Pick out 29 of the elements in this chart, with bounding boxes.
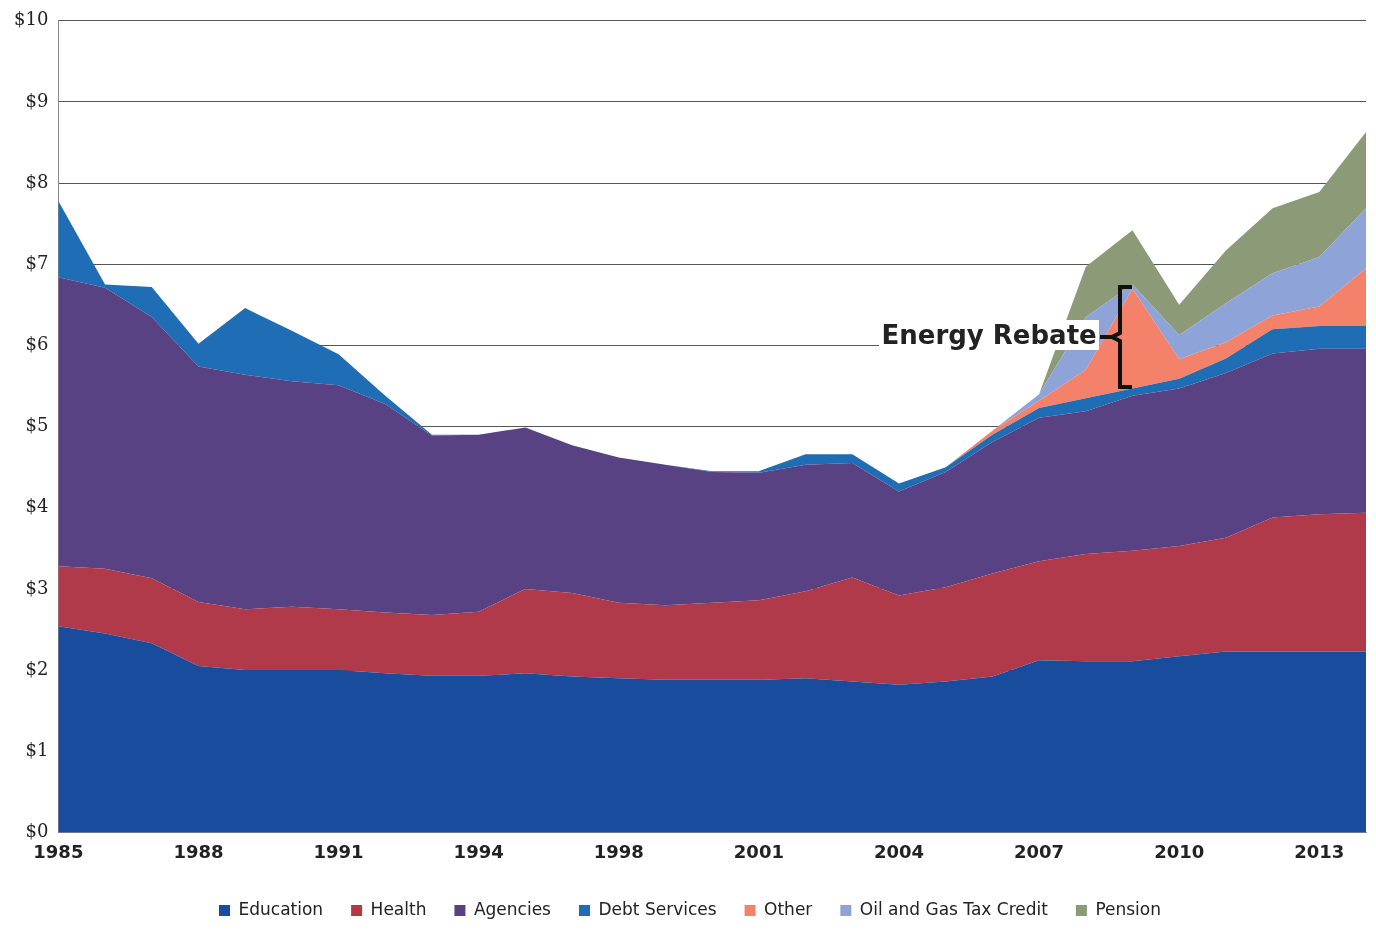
annotation: Energy Rebate [879,320,1099,351]
legend-label: Health [370,898,427,919]
x-tick-label: 2007 [1014,840,1065,862]
y-tick-label: $10 [14,8,49,30]
x-tick-label: 1998 [593,840,644,862]
y-tick-label: $3 [25,576,49,598]
legend-label: Other [764,898,813,919]
x-tick-label: 2004 [873,840,925,862]
x-tick-label: 2010 [1154,840,1205,862]
y-tick-label: $1 [25,738,49,760]
legend-label: Oil and Gas Tax Credit [859,898,1049,919]
x-tick-label: 1991 [313,840,364,862]
y-tick-label: $7 [25,251,49,273]
x-tick-label: 1988 [173,840,224,862]
y-tick-label: $0 [25,820,49,842]
legend-label: Agencies [473,898,552,919]
x-tick-label: 2013 [1294,840,1345,862]
y-tick-label: $8 [25,170,49,192]
legend-label: Education [238,898,324,919]
legend-label: Debt Services [598,898,717,919]
legend-label: Pension [1095,898,1162,919]
x-tick-label: 1994 [453,840,504,862]
y-tick-label: $9 [25,89,49,111]
y-tick-label: $2 [25,657,49,679]
y-tick-label: $6 [25,333,49,355]
y-tick-label: $4 [25,495,49,517]
x-tick-label: 2001 [733,840,784,862]
x-tick-label: 1985 [33,840,84,862]
y-tick-label: $5 [25,414,49,436]
